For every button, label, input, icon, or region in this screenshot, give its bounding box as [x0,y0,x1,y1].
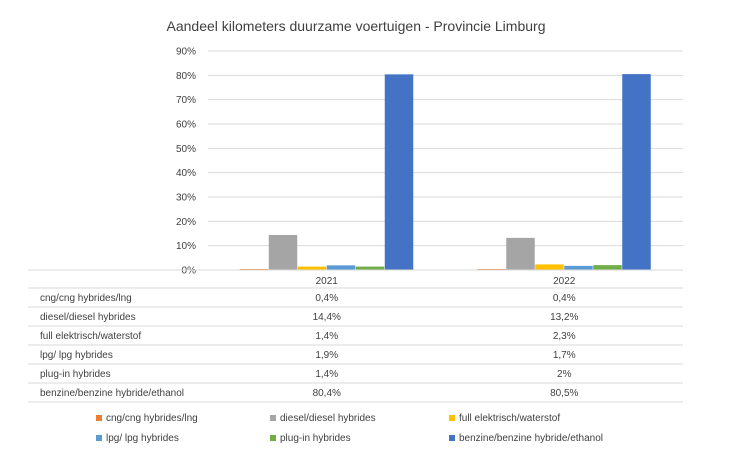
legend-swatch [449,435,455,441]
bar [326,265,356,270]
table-cell: 2,3% [553,331,576,342]
table-cell: 1,7% [553,350,576,361]
y-tick-label: 70% [176,95,196,106]
legend-swatch [270,435,276,441]
legend-label: diesel/diesel hybrides [280,413,376,424]
table-row-label: lpg/ lpg hybrides [40,350,113,361]
category-label: 2021 [316,276,339,287]
legend: cng/cng hybrides/lng diesel/diesel hybrid… [96,413,603,444]
bar [535,264,564,270]
table-row-label: full elektrisch/waterstof [40,331,141,342]
table-cell: 14,4% [313,312,341,323]
table-row-label: plug-in hybrides [40,369,111,380]
data-table: 2021 2022 cng/cng hybrides/lng 0,4% 0,4% dies… [28,269,683,403]
legend-label: full elektrisch/waterstof [459,413,560,424]
table-cell: 1,9% [315,350,338,361]
bar [593,265,622,270]
y-tick-label: 60% [176,120,196,131]
y-axis-ticks: 0% 10% 20% 30% 40% 50% 60% 70% 80% 90% [176,47,196,277]
table-cell: 2% [557,369,572,380]
table-row-label: benzine/benzine hybride/ethanol [40,388,184,399]
legend-label: benzine/benzine hybride/ethanol [459,433,603,444]
bar [384,74,414,270]
legend-label: lpg/ lpg hybrides [106,433,179,444]
legend-swatch [449,415,455,421]
bar [268,234,298,270]
table-cell: 1,4% [315,369,338,380]
legend-label: cng/cng hybrides/lng [106,413,198,424]
table-cell: 0,4% [315,293,338,304]
category-label: 2022 [553,276,576,287]
y-tick-label: 90% [176,47,196,58]
bar [622,74,651,270]
table-cell: 1,4% [315,331,338,342]
y-tick-label: 0% [182,266,197,277]
table-cell: 0,4% [553,293,576,304]
y-tick-label: 20% [176,217,196,228]
y-tick-label: 10% [176,241,196,252]
bar [355,266,385,270]
table-cell: 13,2% [550,312,578,323]
y-tick-label: 50% [176,144,196,155]
table-row-label: diesel/diesel hybrides [40,312,136,323]
y-tick-label: 80% [176,71,196,82]
chart-title: Aandeel kilometers duurzame voertuigen -… [167,18,546,34]
bar [564,265,593,270]
bars [239,74,651,270]
y-tick-label: 30% [176,193,196,204]
legend-label: plug-in hybrides [280,433,351,444]
y-tick-label: 40% [176,168,196,179]
table-cell: 80,5% [550,388,578,399]
table-cell: 80,4% [313,388,341,399]
bar [297,266,327,270]
legend-swatch [270,415,276,421]
legend-swatch [96,435,102,441]
legend-swatch [96,415,102,421]
bar [506,237,535,270]
table-row-label: cng/cng hybrides/lng [40,293,132,304]
